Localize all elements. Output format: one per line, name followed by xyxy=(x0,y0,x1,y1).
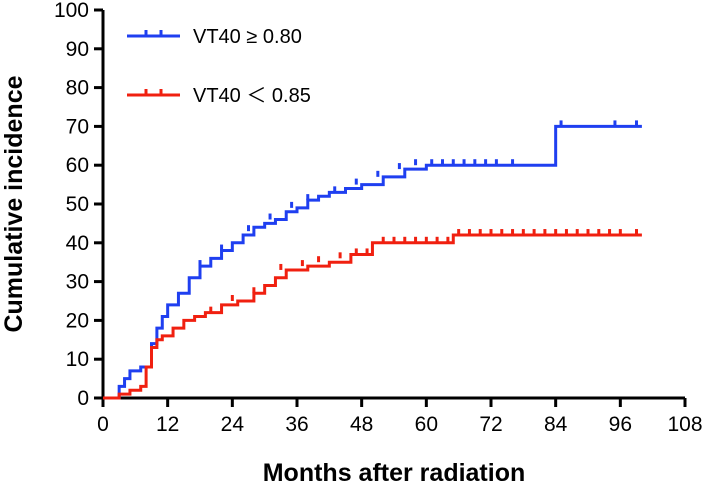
x-tick-label: 72 xyxy=(479,413,502,436)
y-tick-label: 60 xyxy=(66,154,89,177)
x-axis-title: Months after radiation xyxy=(263,459,526,487)
legend-label-1: VT40 ≥ 0.80 xyxy=(193,26,302,48)
series-layer xyxy=(103,120,642,400)
y-tick-label: 10 xyxy=(66,348,89,371)
y-tick-label: 20 xyxy=(66,309,89,332)
y-tick-label: 90 xyxy=(66,38,89,61)
y-tick-label: 80 xyxy=(66,77,89,100)
legend-label-2: VT40 ＜ 0.85 xyxy=(193,85,311,107)
x-tick-label: 48 xyxy=(350,413,373,436)
x-tick-label: 84 xyxy=(544,413,568,436)
y-tick-label: 50 xyxy=(66,193,89,216)
x-tick-label: 96 xyxy=(609,413,632,436)
x-axis: 0 12 24 36 48 60 72 84 96 108 xyxy=(97,396,703,436)
y-tick-label: 30 xyxy=(66,271,89,294)
y-axis-title: Cumulative incidence xyxy=(0,75,28,332)
y-tick-label: 100 xyxy=(54,0,89,22)
legend: VT40 ≥ 0.80 VT40 ＜ 0.85 xyxy=(127,26,311,107)
y-tick-label: 0 xyxy=(77,387,89,410)
x-tick-label: 108 xyxy=(667,413,702,436)
y-tick-label: 40 xyxy=(66,232,89,255)
series-line-2 xyxy=(103,233,642,400)
x-tick-label: 36 xyxy=(285,413,308,436)
series-line-1 xyxy=(103,124,642,400)
x-tick-label: 12 xyxy=(156,413,179,436)
x-tick-label: 0 xyxy=(97,413,109,436)
x-tick-label: 24 xyxy=(221,413,245,436)
y-axis: 0 10 20 30 40 50 60 70 80 90 100 xyxy=(54,0,105,410)
x-tick-label: 60 xyxy=(415,413,438,436)
y-tick-label: 70 xyxy=(66,115,89,138)
